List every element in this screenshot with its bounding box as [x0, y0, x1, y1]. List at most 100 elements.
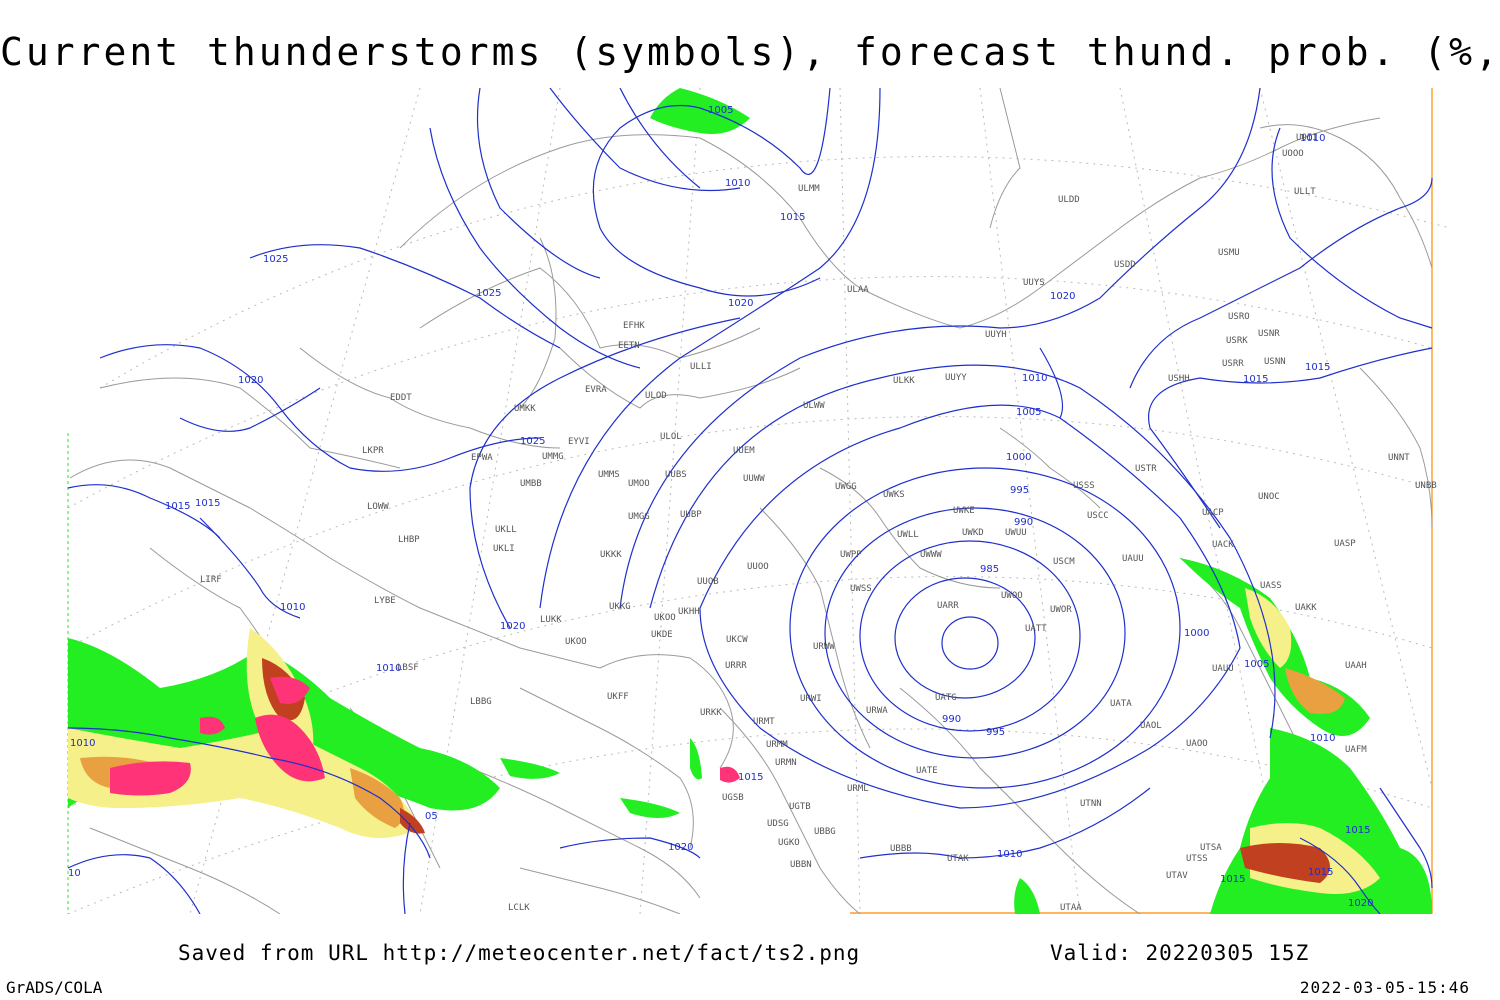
- isobar-label: 1010: [70, 738, 95, 749]
- isobar-label: 1000: [1006, 452, 1031, 463]
- software-credit: GrADS/COLA: [6, 978, 103, 997]
- station-label: UAFM: [1345, 745, 1367, 755]
- station-label: UGKO: [778, 838, 800, 848]
- isobar-label: 1020: [668, 842, 693, 853]
- station-label: UKOO: [654, 613, 676, 623]
- isobar-label: 1005: [1244, 659, 1269, 670]
- isobar-label: 990: [1014, 517, 1033, 528]
- station-label: UUEM: [733, 446, 755, 456]
- isobar-label: 1010: [1310, 733, 1335, 744]
- isobar-label: 1020: [238, 375, 263, 386]
- station-label: UUBS: [665, 470, 687, 480]
- isobar-label: 1010: [997, 849, 1022, 860]
- station-label: UGSB: [722, 793, 744, 803]
- thunderstorm-symbols: [110, 676, 740, 796]
- isobar-label: 1020: [728, 298, 753, 309]
- station-label: USNR: [1258, 329, 1280, 339]
- station-label: UMKK: [514, 404, 536, 414]
- station-label: UTAA: [1060, 903, 1082, 913]
- isobar-label: 1010: [280, 602, 305, 613]
- station-label: LHBP: [398, 535, 420, 545]
- station-label: UATT: [1025, 624, 1047, 634]
- isobar-label: 10: [68, 868, 81, 879]
- isobar-label: 1015: [195, 498, 220, 509]
- isobar-label: 1025: [263, 254, 288, 265]
- station-label: URRR: [725, 661, 747, 671]
- station-label: UUYH: [985, 330, 1007, 340]
- station-label: UWLL: [897, 530, 919, 540]
- station-label: UWOR: [1050, 605, 1072, 615]
- isobar-label: 1010: [725, 178, 750, 189]
- station-label: UWKD: [962, 528, 984, 538]
- station-label: UWWW: [920, 550, 942, 560]
- station-label: UKFF: [607, 692, 629, 702]
- station-labels: ULMM ULDD USDD ULAA UUYS USMU USRO USNR …: [200, 133, 1437, 913]
- station-label: LOWW: [367, 502, 389, 512]
- station-label: UASP: [1334, 539, 1356, 549]
- station-label: EETN: [618, 341, 640, 351]
- station-label: UNOC: [1258, 492, 1280, 502]
- station-label: LUKK: [540, 615, 562, 625]
- station-label: URWI: [800, 694, 822, 704]
- station-label: LYBE: [374, 596, 396, 606]
- isobar-label: 1000: [1184, 628, 1209, 639]
- isobar-label: 1010: [1300, 133, 1325, 144]
- station-label: USRO: [1228, 312, 1250, 322]
- station-label: ULKK: [893, 376, 915, 386]
- isobar-label: 1025: [520, 436, 545, 447]
- isobar-label: 1020: [1348, 898, 1373, 909]
- station-label: UKLL: [495, 525, 517, 535]
- station-label: USMU: [1218, 248, 1240, 258]
- station-label: LIRF: [200, 575, 222, 585]
- station-label: UKDE: [651, 630, 673, 640]
- station-label: URMT: [753, 717, 775, 727]
- station-label: LKPR: [362, 446, 384, 456]
- thunderstorm-probability-shading: [68, 88, 1432, 914]
- station-label: UWGG: [835, 482, 857, 492]
- station-label: URKK: [700, 708, 722, 718]
- isobar-label: 1015: [165, 501, 190, 512]
- station-label: UBBG: [814, 827, 836, 837]
- station-label: ULAA: [847, 285, 869, 295]
- station-label: LBSF: [397, 663, 419, 673]
- station-label: ULLT: [1294, 187, 1316, 197]
- station-label: UTAV: [1166, 871, 1188, 881]
- isobar-label: 1005: [1016, 407, 1041, 418]
- weather-map: 1005 1010 1015 1020 1025 1025 1020 1025 …: [0, 88, 1500, 914]
- station-label: UWKE: [953, 506, 975, 516]
- station-label: UAAH: [1345, 661, 1367, 671]
- station-label: UMGG: [628, 512, 650, 522]
- station-label: UWOO: [1001, 591, 1023, 601]
- station-label: ULWW: [803, 401, 825, 411]
- map-canvas: 1005 1010 1015 1020 1025 1025 1020 1025 …: [67, 88, 1451, 914]
- station-label: UWKS: [883, 490, 905, 500]
- isobar-label: 1010: [376, 663, 401, 674]
- station-label: USRR: [1222, 359, 1244, 369]
- isobar-label: 1005: [708, 105, 733, 116]
- station-label: UNNT: [1388, 453, 1410, 463]
- station-label: UACP: [1202, 508, 1224, 518]
- station-label: UACK: [1212, 540, 1234, 550]
- isobars: [67, 88, 1433, 914]
- station-label: UMBB: [520, 479, 542, 489]
- station-label: UATA: [1110, 699, 1132, 709]
- station-label: USRK: [1226, 336, 1248, 346]
- station-label: LCLK: [508, 903, 530, 913]
- isobar-label: 995: [986, 727, 1005, 738]
- station-label: EDDT: [390, 393, 412, 403]
- station-label: USNN: [1264, 357, 1286, 367]
- station-label: UWPP: [840, 550, 862, 560]
- station-label: UTSA: [1200, 843, 1222, 853]
- map-title: Current thunderstorms (symbols), forecas…: [0, 30, 1500, 74]
- station-label: UMOO: [628, 479, 650, 489]
- station-label: ULLI: [690, 362, 712, 372]
- station-label: LBBG: [470, 697, 492, 707]
- station-label: EPWA: [471, 453, 493, 463]
- station-label: UUYY: [945, 373, 967, 383]
- isobar-label: 1020: [500, 621, 525, 632]
- station-label: UTNN: [1080, 799, 1102, 809]
- station-label: UATG: [935, 693, 957, 703]
- station-label: UKKG: [609, 602, 631, 612]
- generated-timestamp: 2022-03-05-15:46: [1299, 978, 1470, 997]
- station-label: UUBP: [680, 510, 702, 520]
